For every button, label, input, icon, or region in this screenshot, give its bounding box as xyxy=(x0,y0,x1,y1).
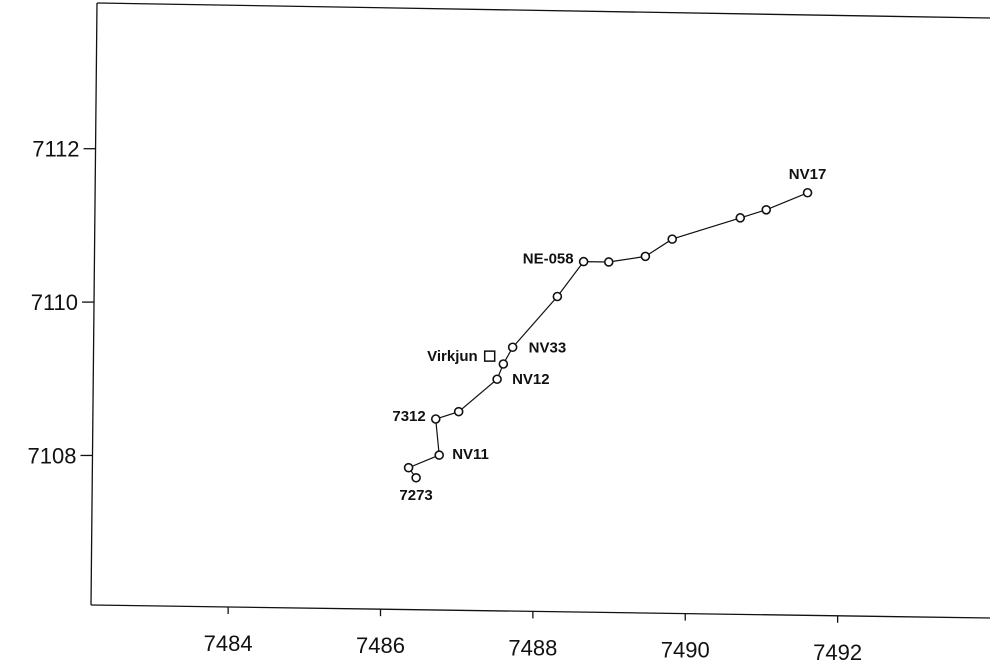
x-tick-label: 7484 xyxy=(204,631,253,656)
y-tick-label: 7112 xyxy=(32,137,79,162)
x-ticks: 7484 7486 7488 7490 7492 xyxy=(204,606,862,665)
x-tick-label: 7490 xyxy=(661,638,710,663)
x-tick-label: 7488 xyxy=(508,635,557,660)
circle-marker xyxy=(434,450,444,460)
series-line xyxy=(407,192,808,479)
y-tick-label: 7108 xyxy=(28,443,77,468)
point-label-layer: 7273 NV11 7312 NV12 NV33 NE-058 NV17 Virkjun xyxy=(392,166,826,504)
plot-frame-top xyxy=(96,2,990,19)
circle-marker xyxy=(507,342,518,353)
point-label: Virkjun xyxy=(427,348,478,365)
circle-marker xyxy=(492,374,502,385)
circle-marker xyxy=(430,414,441,424)
circle-marker xyxy=(802,187,813,198)
circle-marker xyxy=(403,462,414,473)
x-tick-label: 7492 xyxy=(813,640,862,665)
point-label: 7312 xyxy=(392,408,425,425)
y-ticks: 7108 7110 7112 xyxy=(28,137,96,468)
point-label: NV33 xyxy=(529,339,567,356)
point-label: NV11 xyxy=(452,446,489,463)
point-label: NV17 xyxy=(789,166,827,183)
point-label: NV12 xyxy=(512,371,550,388)
circle-marker xyxy=(552,291,563,302)
series-line-layer xyxy=(407,192,808,479)
point-label: NE-058 xyxy=(523,251,574,268)
circle-marker xyxy=(603,257,614,267)
square-marker xyxy=(483,350,496,362)
y-axis-line xyxy=(90,2,98,606)
circle-marker xyxy=(453,406,464,417)
y-tick-label: 7110 xyxy=(31,290,78,315)
circle-marker xyxy=(761,204,772,215)
circle-marker xyxy=(735,213,746,223)
axes xyxy=(90,2,990,619)
circle-marker xyxy=(578,256,589,267)
x-axis-line xyxy=(90,604,990,619)
circle-marker xyxy=(411,472,421,483)
circle-marker xyxy=(498,359,509,369)
circle-marker xyxy=(640,251,651,262)
circle-marker xyxy=(667,234,678,244)
marker-layer xyxy=(403,187,813,483)
x-tick-label: 7486 xyxy=(356,633,405,658)
point-label: 7273 xyxy=(399,487,432,504)
